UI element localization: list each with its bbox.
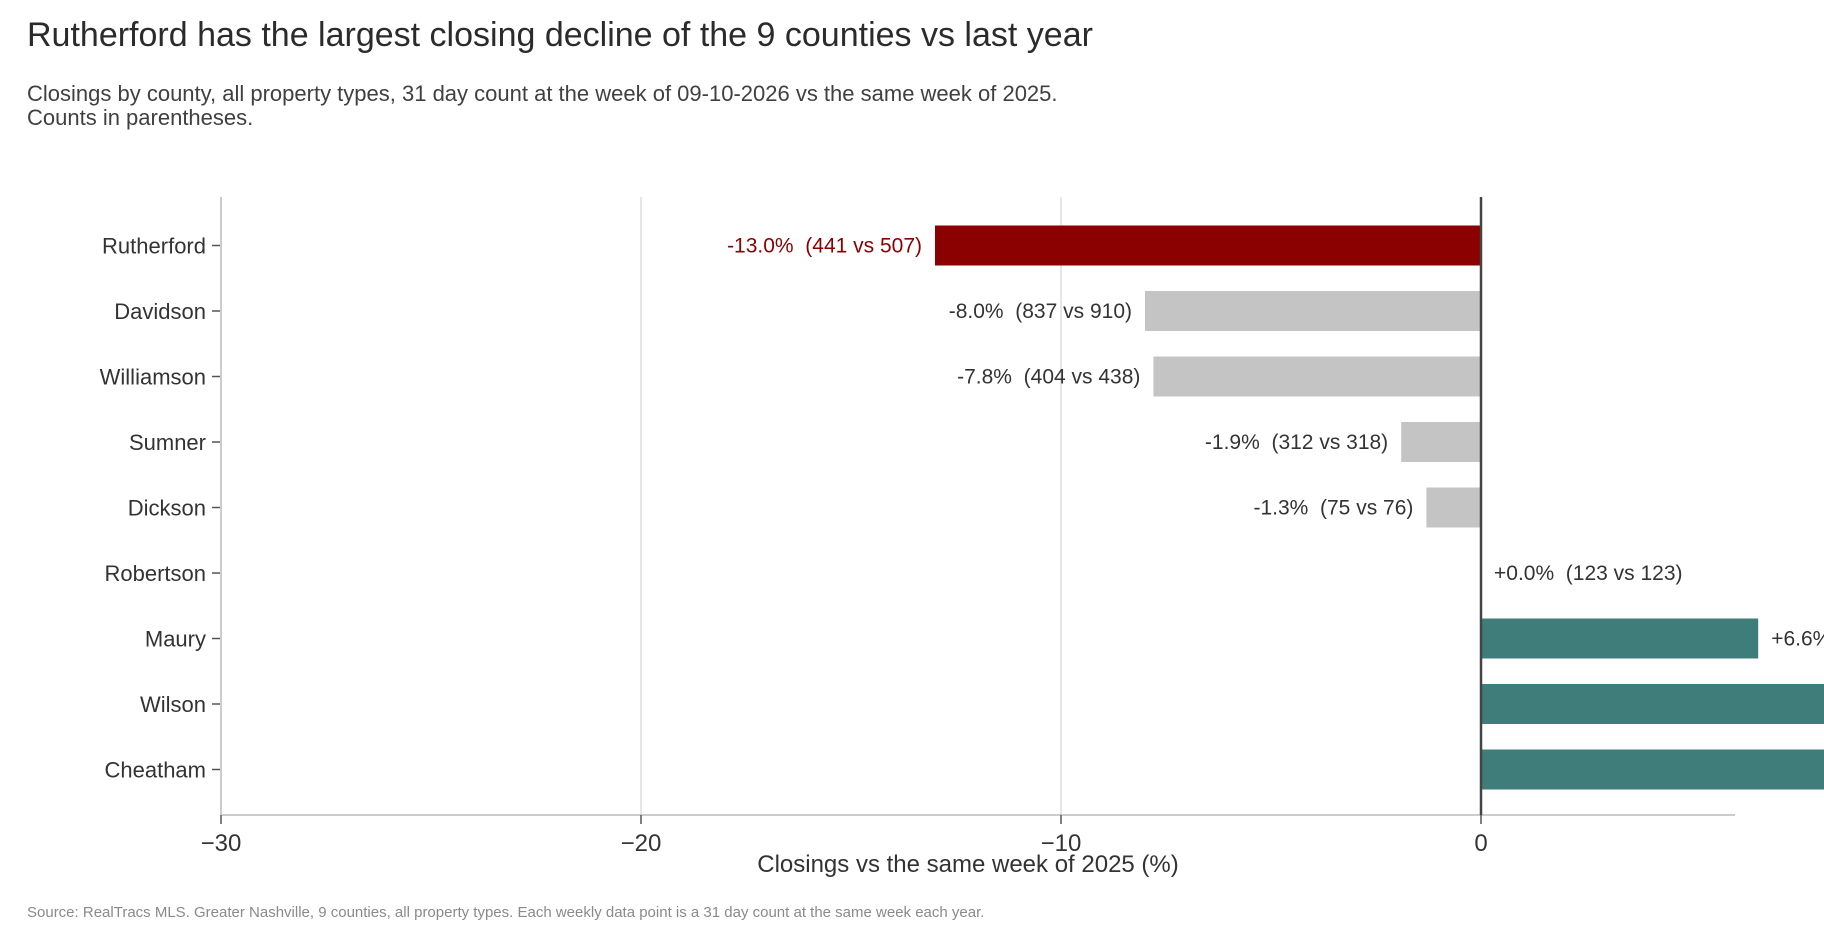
data-label: -1.3% (75 vs 76): [1253, 497, 1413, 520]
x-axis-title: Closings vs the same week of 2025 (%): [757, 851, 1179, 878]
axes: Rutherford Davidson Williamson Sumner Dickso…: [100, 197, 1735, 857]
bar: [1481, 618, 1759, 659]
y-tick-label: Williamson: [100, 365, 206, 390]
y-tick-label: Cheatham: [104, 758, 206, 783]
source-note: Source: RealTracs MLS. Greater Nashville…: [27, 904, 985, 921]
data-label: -8.0% (837 vs 910): [949, 300, 1132, 323]
data-label: -7.8% (404 vs 438): [957, 366, 1140, 389]
subtitle-line-2: Counts in parentheses.: [27, 105, 254, 130]
bar: [1426, 487, 1481, 528]
data-label: -1.9% (312 vs 318): [1205, 431, 1388, 454]
y-tick-label: Wilson: [140, 692, 206, 717]
data-label: +6.6% (195 vs 183): [1771, 628, 1824, 651]
subtitle-line-1: Closings by county, all property types, …: [27, 81, 1058, 106]
y-tick-label: Dickson: [128, 496, 206, 521]
bar: [1145, 291, 1481, 331]
data-label: +0.0% (123 vs 123): [1494, 562, 1683, 585]
bar-chart: -13.0% (441 vs 507) -8.0% (837 vs 910) -7.…: [100, 197, 1824, 878]
bars: [935, 225, 1824, 790]
x-tick-label: 0: [1474, 830, 1487, 857]
data-labels: -13.0% (441 vs 507) -8.0% (837 vs 910) -7.…: [727, 235, 1824, 651]
y-tick-label: Maury: [145, 627, 206, 652]
x-tick-label: −20: [621, 830, 662, 857]
bar: [1481, 684, 1824, 724]
chart-subtitle: Closings by county, all property types, …: [27, 82, 1058, 130]
y-tick-label: Sumner: [129, 430, 206, 455]
y-tick-label: Davidson: [114, 299, 206, 324]
chart-title: Rutherford has the largest closing decli…: [27, 16, 1093, 54]
bar: [1481, 749, 1824, 790]
x-tick-label: −10: [1041, 830, 1082, 857]
bar: [1401, 422, 1481, 462]
bar: [1153, 356, 1481, 397]
data-label: -13.0% (441 vs 507): [727, 235, 922, 258]
y-tick-label: Rutherford: [102, 234, 206, 259]
y-tick-label: Robertson: [104, 561, 206, 586]
x-tick-label: −30: [201, 830, 242, 857]
bar: [935, 225, 1481, 266]
